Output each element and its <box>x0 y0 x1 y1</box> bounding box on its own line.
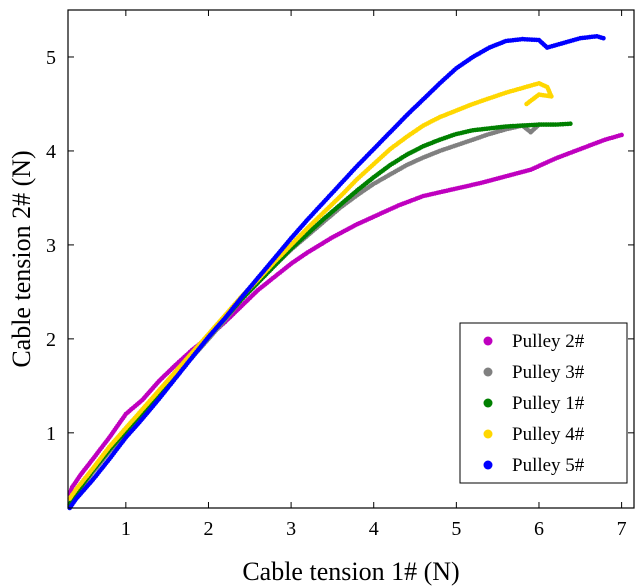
x-tick-label: 3 <box>286 518 296 540</box>
plot-frame <box>67 9 635 509</box>
series-5 <box>67 34 606 511</box>
y-tick-label: 3 <box>46 235 56 257</box>
x-tick-label: 1 <box>121 518 131 540</box>
axis-ticks: 1 2 3 4 5 6 7 1 2 3 4 5 <box>46 10 634 540</box>
data-layer <box>67 34 624 511</box>
y-tick-label: 5 <box>46 47 56 69</box>
legend-marker <box>483 398 493 408</box>
legend-marker <box>483 460 493 470</box>
legend-marker <box>483 367 493 377</box>
x-tick-label: 7 <box>617 518 627 540</box>
data-point <box>619 132 624 138</box>
x-axis-title: Cable tension 1# (N) <box>242 557 459 586</box>
data-point <box>568 121 573 126</box>
y-axis-title: Cable tension 2# (N) <box>7 150 36 367</box>
legend-items: Pulley 2# Pulley 3# Pulley 1# Pulley 4# Pull… <box>483 331 585 476</box>
data-point <box>524 101 529 107</box>
legend-label: Pulley 2# <box>512 331 585 352</box>
legend-label: Pulley 5# <box>512 455 585 476</box>
legend-label: Pulley 3# <box>512 362 585 383</box>
y-tick-label: 1 <box>46 423 56 445</box>
legend-marker <box>483 429 493 439</box>
x-tick-label: 6 <box>534 518 544 540</box>
legend: Pulley 2# Pulley 3# Pulley 1# Pulley 4# Pull… <box>459 322 628 484</box>
x-tick-label: 5 <box>451 518 461 540</box>
data-point <box>601 35 606 41</box>
legend-marker <box>483 336 493 346</box>
x-tick-label: 2 <box>203 518 213 540</box>
y-tick-label: 4 <box>46 141 56 163</box>
legend-label: Pulley 4# <box>512 424 585 445</box>
x-tick-label: 4 <box>369 518 379 540</box>
y-tick-label: 2 <box>46 329 56 351</box>
legend-label: Pulley 1# <box>512 393 585 414</box>
